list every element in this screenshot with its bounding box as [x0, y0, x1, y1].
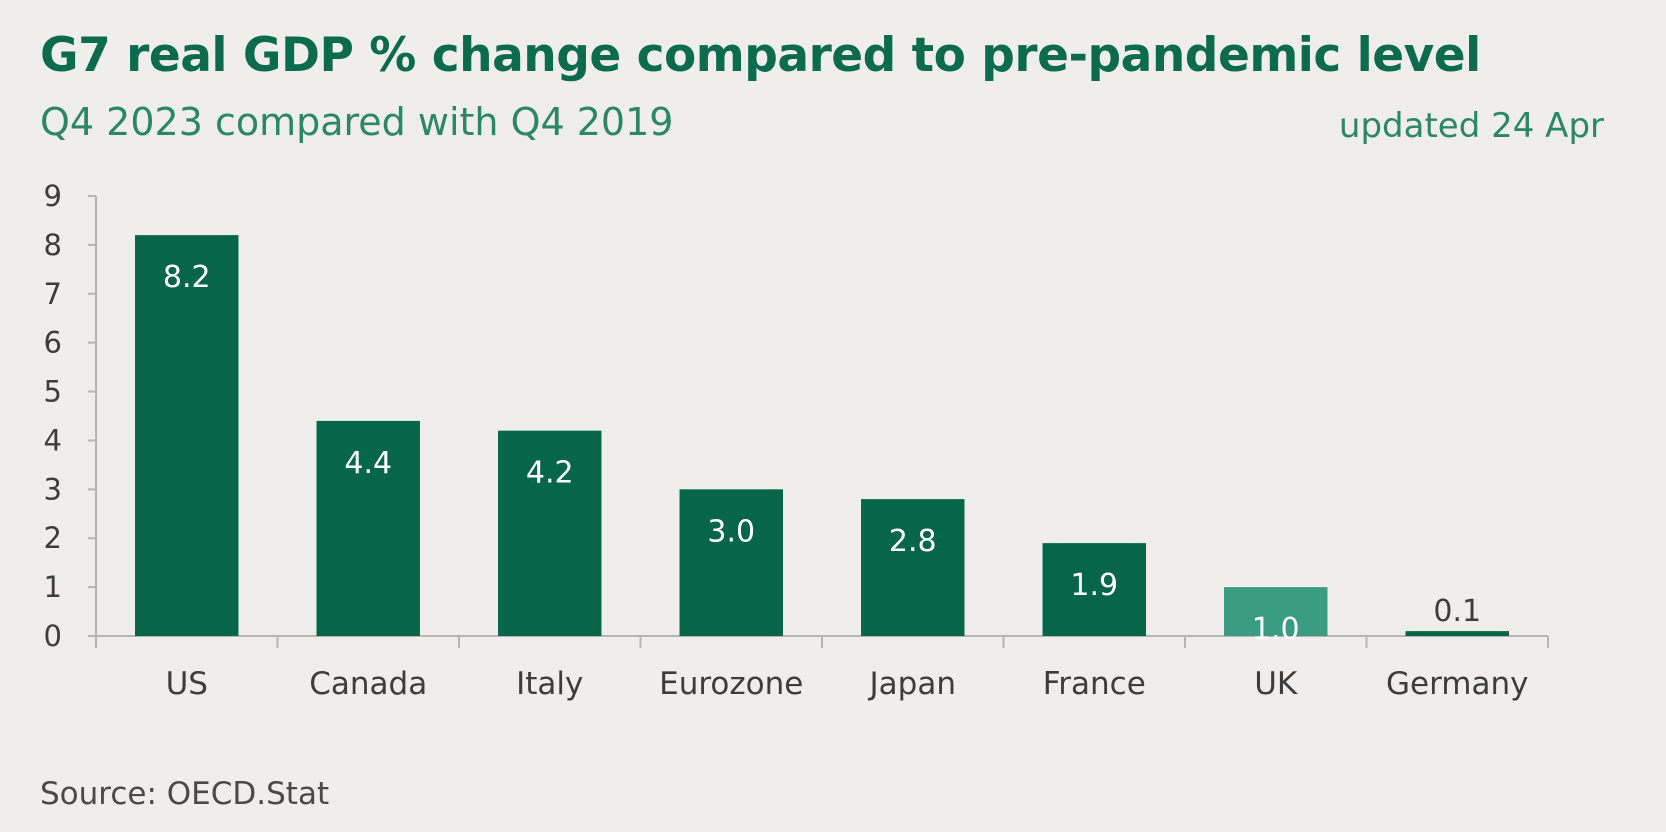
bar-france: [1042, 543, 1146, 636]
bar-italy: [498, 430, 602, 636]
bar-uk: [1224, 587, 1328, 636]
x-tick-label: Japan: [868, 666, 956, 702]
y-tick-label: 7: [44, 277, 62, 311]
y-tick-label: 5: [44, 375, 62, 409]
x-tick-label: UK: [1254, 666, 1298, 702]
chart-title: G7 real GDP % change compared to pre-pan…: [40, 28, 1481, 83]
chart-subtitle: Q4 2023 compared with Q4 2019: [40, 100, 674, 144]
bar-japan: [861, 499, 965, 636]
y-tick-label: 2: [44, 521, 62, 555]
data-label: 0.1: [1433, 594, 1481, 629]
data-label: 2.8: [889, 524, 937, 559]
bars: [135, 235, 1509, 636]
bar-canada: [316, 420, 420, 636]
x-tick-label: Italy: [516, 666, 583, 702]
data-label: 3.0: [707, 514, 755, 549]
x-tick-label: Eurozone: [659, 666, 803, 702]
y-axis: 0 1 2 3 4 5 6 7 8 9: [44, 179, 97, 653]
data-label: 8.2: [163, 260, 211, 295]
data-label: 4.4: [344, 446, 392, 481]
y-tick-label: 9: [44, 179, 62, 213]
y-tick-label: 3: [44, 472, 62, 506]
data-labels: 8.2 4.4 4.2 3.0 2.8 1.9 1.0 0.1: [163, 260, 1481, 647]
x-axis: US Canada Italy Eurozone Japan France UK German…: [95, 635, 1549, 702]
y-tick-label: 6: [44, 326, 62, 360]
x-tick-label: France: [1043, 666, 1146, 702]
source-note: Source: OECD.Stat: [40, 776, 330, 812]
data-label: 4.2: [526, 456, 574, 491]
updated-date: updated 24 Apr: [1338, 106, 1604, 146]
y-tick-label: 0: [44, 619, 62, 653]
bar-us: [135, 235, 239, 636]
x-tick-label: Canada: [309, 666, 427, 702]
x-tick-label: US: [166, 666, 208, 702]
x-tick-label: Germany: [1386, 666, 1528, 702]
y-tick-label: 8: [44, 228, 62, 262]
y-tick-label: 4: [44, 423, 62, 457]
bar-germany: [1405, 631, 1509, 636]
data-label: 1.9: [1070, 568, 1118, 603]
y-tick-label: 1: [44, 570, 62, 604]
bar-eurozone: [679, 489, 783, 636]
data-label: 1.0: [1252, 612, 1300, 647]
